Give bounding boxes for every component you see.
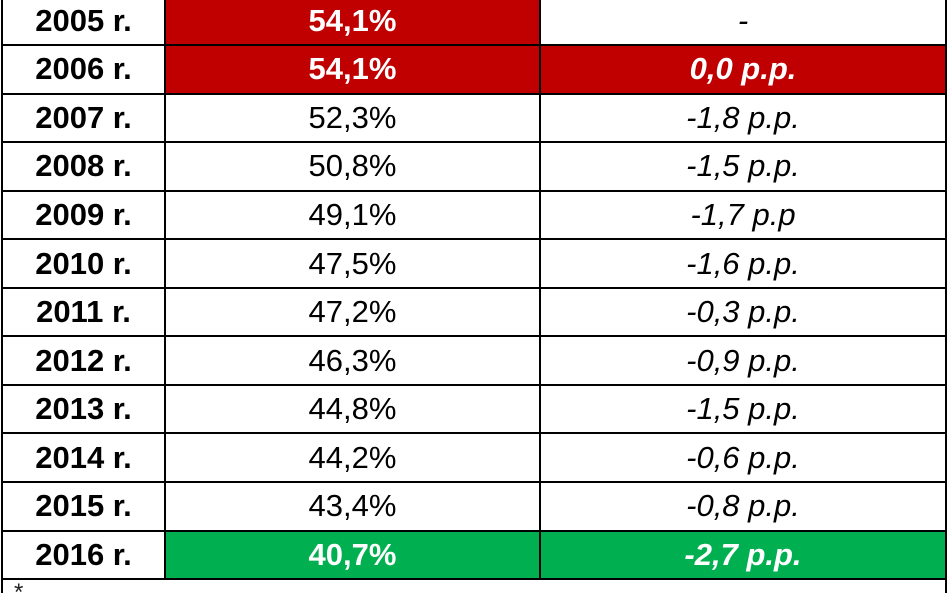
- year-cell: 2015 r.: [3, 482, 166, 530]
- year-cell: 2012 r.: [3, 337, 166, 384]
- change-cell: -0,8 p.p.: [686, 488, 800, 524]
- year-cell: 2011 r.: [3, 288, 166, 336]
- change-cell: -: [737, 2, 749, 38]
- data-table: 2005 r. 54,1% - 2006 r. 54,1% 0,0 p.p. 2…: [1, 0, 947, 581]
- year-cell: 2006 r.: [3, 46, 166, 93]
- table-row: 2016 r. 40,7% -2,7 p.p.: [3, 531, 945, 581]
- value-cell: 47,5%: [166, 240, 541, 287]
- change-cell: -1,5 p.p.: [686, 391, 800, 427]
- year-cell: 2009 r.: [3, 191, 166, 239]
- change-cell: -1,8 p.p.: [686, 99, 800, 135]
- table-row: 2009 r. 49,1% -1,7 p.p: [3, 191, 945, 241]
- change-cell: -1,6 p.p.: [686, 245, 800, 281]
- year-cell: 2005 r.: [3, 0, 166, 45]
- table-row: 2012 r. 46,3% -0,9 p.p.: [3, 337, 945, 386]
- table-row: 2006 r. 54,1% 0,0 p.p.: [3, 46, 945, 95]
- value-cell: 43,4%: [166, 482, 541, 530]
- year-cell: 2008 r.: [3, 143, 166, 190]
- value-cell: 46,3%: [166, 337, 541, 384]
- value-cell: 54,1%: [166, 0, 541, 45]
- value-cell: 54,1%: [166, 46, 541, 93]
- table-row: 2011 r. 47,2% -0,3 p.p.: [3, 288, 945, 338]
- value-cell: 47,2%: [166, 288, 541, 336]
- change-cell: -2,7 p.p.: [541, 531, 945, 579]
- change-cell: -0,9 p.p.: [686, 342, 800, 378]
- year-cell: 2013 r.: [3, 385, 166, 433]
- value-cell: 44,8%: [166, 385, 541, 433]
- change-cell: -1,7 p.p: [690, 196, 796, 232]
- table-row: 2007 r. 52,3% -1,8 p.p.: [3, 94, 945, 144]
- table-row: 2015 r. 43,4% -0,8 p.p.: [3, 482, 945, 532]
- table-row: 2013 r. 44,8% -1,5 p.p.: [3, 385, 945, 435]
- value-cell: 50,8%: [166, 143, 541, 190]
- change-cell: -0,6 p.p.: [686, 439, 800, 475]
- year-cell: 2014 r.: [3, 434, 166, 481]
- change-cell: -1,5 p.p.: [686, 148, 800, 184]
- year-cell: 2016 r.: [3, 531, 166, 579]
- table-row: 2005 r. 54,1% -: [3, 0, 945, 47]
- change-cell: 0,0 p.p.: [541, 46, 945, 93]
- change-cell: -0,3 p.p.: [686, 294, 800, 330]
- table-row: 2008 r. 50,8% -1,5 p.p.: [3, 143, 945, 192]
- value-cell: 49,1%: [166, 191, 541, 239]
- table-row: 2010 r. 47,5% -1,6 p.p.: [3, 240, 945, 289]
- value-cell: 40,7%: [166, 531, 541, 579]
- value-cell: 52,3%: [166, 94, 541, 142]
- year-cell: 2010 r.: [3, 240, 166, 287]
- table-row: 2014 r. 44,2% -0,6 p.p.: [3, 434, 945, 483]
- value-cell: 44,2%: [166, 434, 541, 481]
- table-footnote: *: [1, 580, 947, 593]
- year-cell: 2007 r.: [3, 94, 166, 142]
